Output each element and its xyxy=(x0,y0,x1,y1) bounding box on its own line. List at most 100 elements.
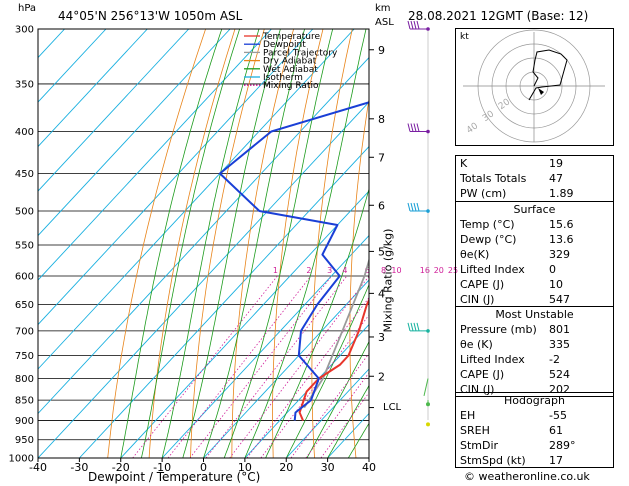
wind-barb-700-flag xyxy=(410,322,414,332)
totals-totals-row: Totals Totals 47 xyxy=(456,171,613,186)
wet-adiabat xyxy=(203,29,305,458)
pw-row: PW (cm) 1.89 xyxy=(456,186,613,201)
km-tick-label: 4 xyxy=(378,287,385,300)
isotherm xyxy=(285,368,369,458)
dry-adiabat xyxy=(148,29,236,458)
totals-totals-value: 47 xyxy=(549,172,563,185)
location-title: 44°05'N 256°13'W 1050m ASL xyxy=(58,9,243,23)
wind-barb-700-flag xyxy=(413,322,417,332)
pressure-tick-label: 400 xyxy=(15,127,34,138)
wind-barb-500-flag xyxy=(410,202,414,212)
surface-cape-row: CAPE (J) 10 xyxy=(456,277,613,292)
dry-adiabat xyxy=(422,29,440,458)
mu-thetae-label: θe (K) xyxy=(460,338,493,351)
wet-adiabat xyxy=(182,29,281,458)
dry-adiabat xyxy=(311,29,353,458)
pressure-tick-label: 550 xyxy=(15,240,34,251)
pw-label: PW (cm) xyxy=(460,187,507,200)
pressure-tick-label: 300 xyxy=(15,25,34,36)
pressure-tick-label: 850 xyxy=(15,396,34,407)
mixing-ratio-label: 1 xyxy=(273,266,278,275)
surface-title: Surface xyxy=(513,203,556,216)
legend-label: Wet Adiabat xyxy=(263,65,318,75)
stmdir-value: 289° xyxy=(549,439,576,452)
legend-label: Isotherm xyxy=(263,73,303,83)
x-axis-label: Dewpoint / Temperature (°C) xyxy=(88,470,261,484)
surface-dewp-label: Dewp (°C) xyxy=(460,233,517,246)
wind-barb-400-flag xyxy=(407,123,411,132)
isotherm xyxy=(161,234,369,458)
km-tick-label: 3 xyxy=(378,331,385,344)
wind-barb-400-flag xyxy=(416,123,420,132)
wind-barb-300-flag xyxy=(407,20,411,30)
surface-li-value: 0 xyxy=(549,263,556,276)
mixing-ratio-line xyxy=(132,275,278,458)
mixing-ratio-line xyxy=(229,275,369,458)
km-tick-label: 9 xyxy=(378,44,385,57)
mu-li-row: Lifted Index -2 xyxy=(456,352,613,367)
wind-barb-300-flag xyxy=(410,20,414,30)
temperature-axis: -40 -30 -20 -10 0 10 20 30 40 xyxy=(29,458,376,474)
km-tick-label: 5 xyxy=(378,245,385,258)
x-tick-label: 40 xyxy=(362,461,376,474)
pressure-tick-label: 750 xyxy=(15,351,34,362)
km-tick-label: 6 xyxy=(378,199,385,212)
mixing-ratio-line xyxy=(305,372,369,458)
wind-barb-500-dot xyxy=(426,209,430,213)
legend-label: Mixing Ratio xyxy=(263,81,319,91)
isotherm xyxy=(203,279,369,458)
k-index-label: K xyxy=(460,157,468,170)
pressure-tick-label: 500 xyxy=(15,207,34,218)
copyright: © weatheronline.co.uk xyxy=(464,470,590,483)
km-tick-label: 7 xyxy=(378,151,385,164)
surface-cin-row: CIN (J) 547 xyxy=(456,292,613,307)
wind-barbs xyxy=(407,20,430,427)
wind-barb-800 xyxy=(423,378,429,396)
wind-barb-300-flag xyxy=(413,20,417,30)
isotherm xyxy=(38,29,148,148)
surface-dewp-row: Dewp (°C) 13.6 xyxy=(456,232,613,247)
mixing-ratio-labels: 1 2 3 4 6 8 10 16 20 25 xyxy=(273,266,458,275)
mixing-ratio-label: 2 xyxy=(306,266,311,275)
sreh-value: 61 xyxy=(549,424,563,437)
parcel-trajectory xyxy=(303,257,369,409)
km-unit: km xyxy=(375,3,391,14)
stmdir-label: StmDir xyxy=(460,439,499,452)
wind-barb-400-flag xyxy=(413,123,417,132)
temperature-profile xyxy=(298,298,369,421)
hpa-unit: hPa xyxy=(18,3,37,14)
x-tick-label: 0 xyxy=(200,461,207,474)
isotherm xyxy=(79,145,369,458)
mu-pressure-row: Pressure (mb) 801 xyxy=(456,322,613,337)
wet-adiabat xyxy=(161,29,260,458)
surface-temp-value: 15.6 xyxy=(549,218,574,231)
pressure-tick-label: 650 xyxy=(15,300,34,311)
pressure-axis: 300 350 400 450 500 550 600 650 700 750 800 850 900 9… xyxy=(9,25,34,465)
sreh-label: SREH xyxy=(460,424,490,437)
km-tick-label: 2 xyxy=(378,370,385,383)
km-axis: 9 8 7 6 5 4 3 2 xyxy=(369,44,385,409)
isotherm xyxy=(38,29,107,103)
mixing-ratio-label: 4 xyxy=(342,266,347,275)
mu-cape-label: CAPE (J) xyxy=(460,368,505,381)
pressure-tick-label: 800 xyxy=(15,374,34,385)
mu-cape-value: 524 xyxy=(549,368,570,381)
surface-li-label: Lifted Index xyxy=(460,263,525,276)
wet-adiabat xyxy=(327,384,369,458)
dry-adiabat xyxy=(190,29,265,458)
mu-cape-row: CAPE (J) 524 xyxy=(456,367,613,382)
wind-barb-700-dot xyxy=(426,329,430,333)
hodograph-table: Hodograph EH -55 SREH 61 StmDir 289° StmSpd… xyxy=(455,392,614,468)
hodograph-frame xyxy=(455,28,614,146)
pressure-tick-label: 450 xyxy=(15,169,34,180)
sreh-row: SREH 61 xyxy=(456,423,613,438)
wind-barb-500-flag xyxy=(413,202,417,212)
mixing-ratio-label: 10 xyxy=(391,266,401,275)
wind-barb-500-flag xyxy=(407,202,411,212)
wind-barb-700-flag xyxy=(407,322,411,332)
stmspd-value: 17 xyxy=(549,454,563,467)
legend-label: Parcel Trajectory xyxy=(263,48,338,58)
mu-thetae-value: 335 xyxy=(549,338,570,351)
isotherm xyxy=(38,101,369,458)
